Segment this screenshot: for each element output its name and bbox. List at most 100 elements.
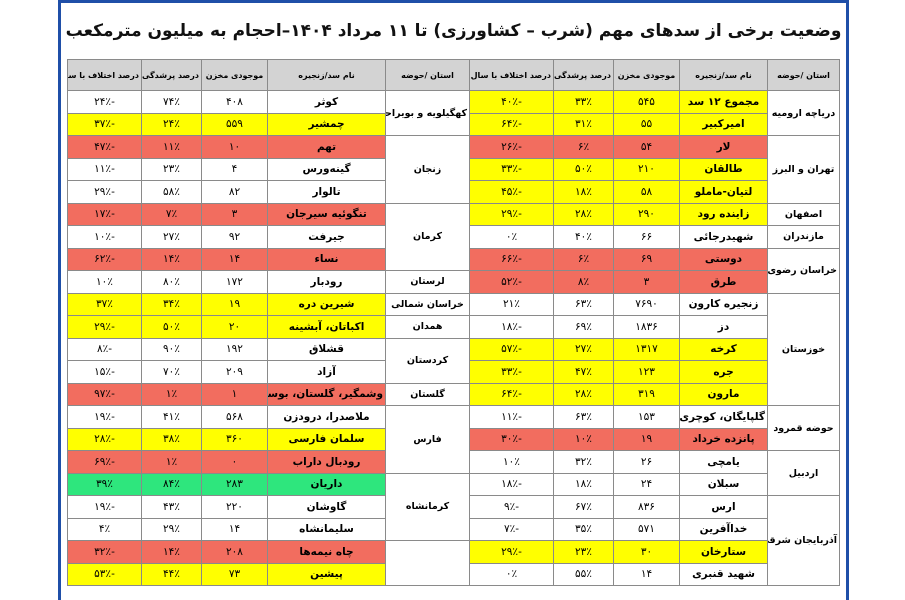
fill-percent-cell: ۶٪ — [553, 135, 614, 159]
fill-percent-cell: ۵۰٪ — [141, 315, 202, 339]
diff-percent-cell: -۶۴٪ — [469, 112, 554, 136]
diff-percent-cell: -۱۹٪ — [67, 495, 142, 519]
province-cell: حوضه قمرود — [767, 405, 840, 451]
table-row: نساء ۱۴ ۱۴٪ -۶۲٪ — [67, 247, 470, 271]
diff-percent-cell: ۰٪ — [469, 225, 554, 249]
dam-name-cell: تهم — [267, 135, 386, 159]
diff-percent-cell: -۳۳٪ — [469, 360, 554, 384]
right-dams-table: استان /حوضه نام سد/زنجیره موجودی مخزن در… — [469, 59, 840, 586]
storage-cell: ۲۴ — [613, 472, 680, 496]
diff-percent-cell: -۱۸٪ — [469, 315, 554, 339]
storage-cell: ۱۰ — [201, 135, 268, 159]
table-row: خوزستان زنجیره کارون ۷۶۹۰ ۶۳٪ ۲۱٪ — [469, 292, 840, 406]
dam-name-cell: ملاصدرا، درودزن — [267, 405, 386, 429]
dam-name-cell: تالوار — [267, 180, 386, 204]
diff-percent-cell: -۵۲٪ — [469, 270, 554, 294]
table-row: خداآفرین ۵۷۱ ۳۵٪ -۷٪ — [469, 517, 840, 541]
dam-name-cell: نساء — [267, 247, 386, 271]
storage-cell: ۱ — [201, 382, 268, 406]
storage-cell: ۶۹ — [613, 247, 680, 271]
dam-name-cell: مارون — [679, 382, 768, 406]
table-row: چمشیر ۵۵۹ ۲۴٪ -۳۷٪ — [67, 112, 470, 136]
province-cell: اردبیل — [767, 450, 840, 496]
dam-name-cell: شهید قنبری — [679, 562, 768, 586]
fill-percent-cell: ۲۹٪ — [141, 517, 202, 541]
dam-name-cell: شیرین دره — [267, 292, 386, 316]
fill-percent-cell: ۱۴٪ — [141, 540, 202, 564]
province-cell: خوزستان — [767, 292, 840, 406]
table-header-row: استان /حوضه نام سد/زنجیره موجودی مخزن در… — [67, 59, 470, 91]
storage-cell: ۲۰۹ — [201, 360, 268, 384]
storage-cell: ۲۹۰ — [613, 202, 680, 226]
header-dam: نام سد/زنجیره — [679, 59, 768, 91]
dam-name-cell: لتیان-ماملو — [679, 180, 768, 204]
province-cell: کرمان — [385, 202, 470, 271]
province-cell: دریاچه ارومیه — [767, 90, 840, 136]
diff-percent-cell: ۳۹٪ — [67, 472, 142, 496]
storage-cell: ۲۱۰ — [613, 157, 680, 181]
dam-name-cell: جره — [679, 360, 768, 384]
diff-percent-cell: -۲۴٪ — [67, 90, 142, 114]
fill-percent-cell: ۳۸٪ — [141, 427, 202, 451]
province-cell: کردستان — [385, 337, 470, 384]
diff-percent-cell: -۲۹٪ — [67, 315, 142, 339]
table-row: دز ۱۸۳۶ ۶۹٪ -۱۸٪ — [469, 315, 840, 339]
header-diff: درصد اختلاف با سال قبل — [469, 59, 554, 91]
table-row: خراسان شمالی شیرین دره ۱۹ ۳۴٪ ۳۷٪ — [67, 292, 470, 316]
fill-percent-cell: ۸۰٪ — [141, 270, 202, 294]
fill-percent-cell: ۳۲٪ — [553, 450, 614, 474]
diff-percent-cell: -۵۳٪ — [67, 562, 142, 586]
storage-cell: ۲۸۳ — [201, 472, 268, 496]
table-row: دریاچه ارومیه مجموع ۱۲ سد ۵۴۵ ۳۳٪ -۴۰٪ — [469, 90, 840, 136]
province-cell: اصفهان — [767, 202, 840, 226]
dam-name-cell: قشلاق — [267, 337, 386, 361]
dam-name-cell: سلمان فارسی — [267, 427, 386, 451]
table-row: آذربایجان شرقی ارس ۸۳۶ ۶۷٪ -۹٪ — [469, 495, 840, 586]
fill-percent-cell: ۲۳٪ — [553, 540, 614, 564]
fill-percent-cell: ۵۵٪ — [553, 562, 614, 586]
fill-percent-cell: ۲۴٪ — [141, 112, 202, 136]
province-cell: زنجان — [385, 135, 470, 204]
diff-percent-cell: -۳۰٪ — [469, 427, 554, 451]
storage-cell: ۵۸ — [613, 180, 680, 204]
dam-name-cell: سبلان — [679, 472, 768, 496]
province-cell: لرستان — [385, 270, 470, 294]
diff-percent-cell: -۱۱٪ — [469, 405, 554, 429]
storage-cell: ۱۹۲ — [201, 337, 268, 361]
fill-percent-cell: ۲۸٪ — [553, 202, 614, 226]
fill-percent-cell: ۳۳٪ — [553, 90, 614, 114]
dam-name-cell: ستارخان — [679, 540, 768, 564]
fill-percent-cell: ۴۷٪ — [553, 360, 614, 384]
table-row: مارون ۳۱۹ ۲۸٪ -۶۴٪ — [469, 382, 840, 406]
storage-cell: ۹۲ — [201, 225, 268, 249]
dam-name-cell: کوثر — [267, 90, 386, 114]
diff-percent-cell: -۱۷٪ — [67, 202, 142, 226]
fill-percent-cell: ۲۸٪ — [553, 382, 614, 406]
diff-percent-cell: ۰٪ — [469, 562, 554, 586]
diff-percent-cell: -۲۶٪ — [469, 135, 554, 159]
table-row: همدان اکباتان، آبشینه ۲۰ ۵۰٪ -۲۹٪ — [67, 315, 470, 339]
diff-percent-cell: -۲۹٪ — [67, 180, 142, 204]
diff-percent-cell: -۲۹٪ — [469, 202, 554, 226]
header-province: استان /حوضه — [385, 59, 470, 91]
storage-cell: ۱۹ — [201, 292, 268, 316]
province-cell: خراسان رضوی — [767, 247, 840, 294]
fill-percent-cell: ۲۷٪ — [141, 225, 202, 249]
storage-cell: ۱۹ — [613, 427, 680, 451]
dam-name-cell: رودبال داراب — [267, 450, 386, 474]
diff-percent-cell: -۶۶٪ — [469, 247, 554, 271]
dam-name-cell: طرق — [679, 270, 768, 294]
fill-percent-cell: ۸٪ — [553, 270, 614, 294]
storage-cell: ۱۴ — [613, 562, 680, 586]
fill-percent-cell: ۴۰٪ — [553, 225, 614, 249]
storage-cell: ۱۴ — [201, 517, 268, 541]
fill-percent-cell: ۶۷٪ — [553, 495, 614, 519]
diff-percent-cell: -۵۷٪ — [469, 337, 554, 361]
fill-percent-cell: ۴۱٪ — [141, 405, 202, 429]
dam-name-cell: آزاد — [267, 360, 386, 384]
dam-name-cell: گلپایگان، کوچری — [679, 405, 768, 429]
province-cell: گلستان — [385, 382, 470, 406]
table-row: طالقان ۲۱۰ ۵۰٪ -۳۳٪ — [469, 157, 840, 181]
storage-cell: ۳۱۹ — [613, 382, 680, 406]
header-storage: موجودی مخزن — [613, 59, 680, 91]
